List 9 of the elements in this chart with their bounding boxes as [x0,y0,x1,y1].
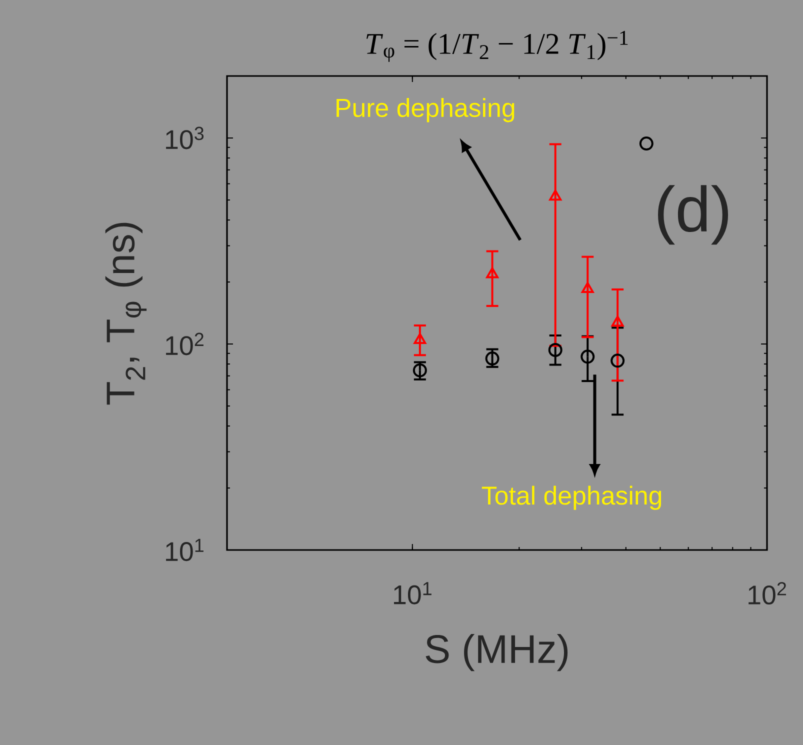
annotation: (d) [658,185,728,245]
chart-title: T$_{φ}$ = (1/T$_{2}$ − 1/2 T$_{1}$)$^{−1}$ [366,30,628,62]
y-axis-title: T$_{2}$, T$_{φ}$ (ns) [105,222,147,405]
y-tick-label: 10$^{2}$ [166,332,204,356]
annotation: Pure dephasing [336,98,514,122]
x-axis-title: S (MHz) [426,634,568,672]
annotation: Total dephasing [482,486,662,510]
y-tick-label: 10$^{1}$ [166,538,204,562]
y-tick-label: 10$^{3}$ [166,126,204,150]
